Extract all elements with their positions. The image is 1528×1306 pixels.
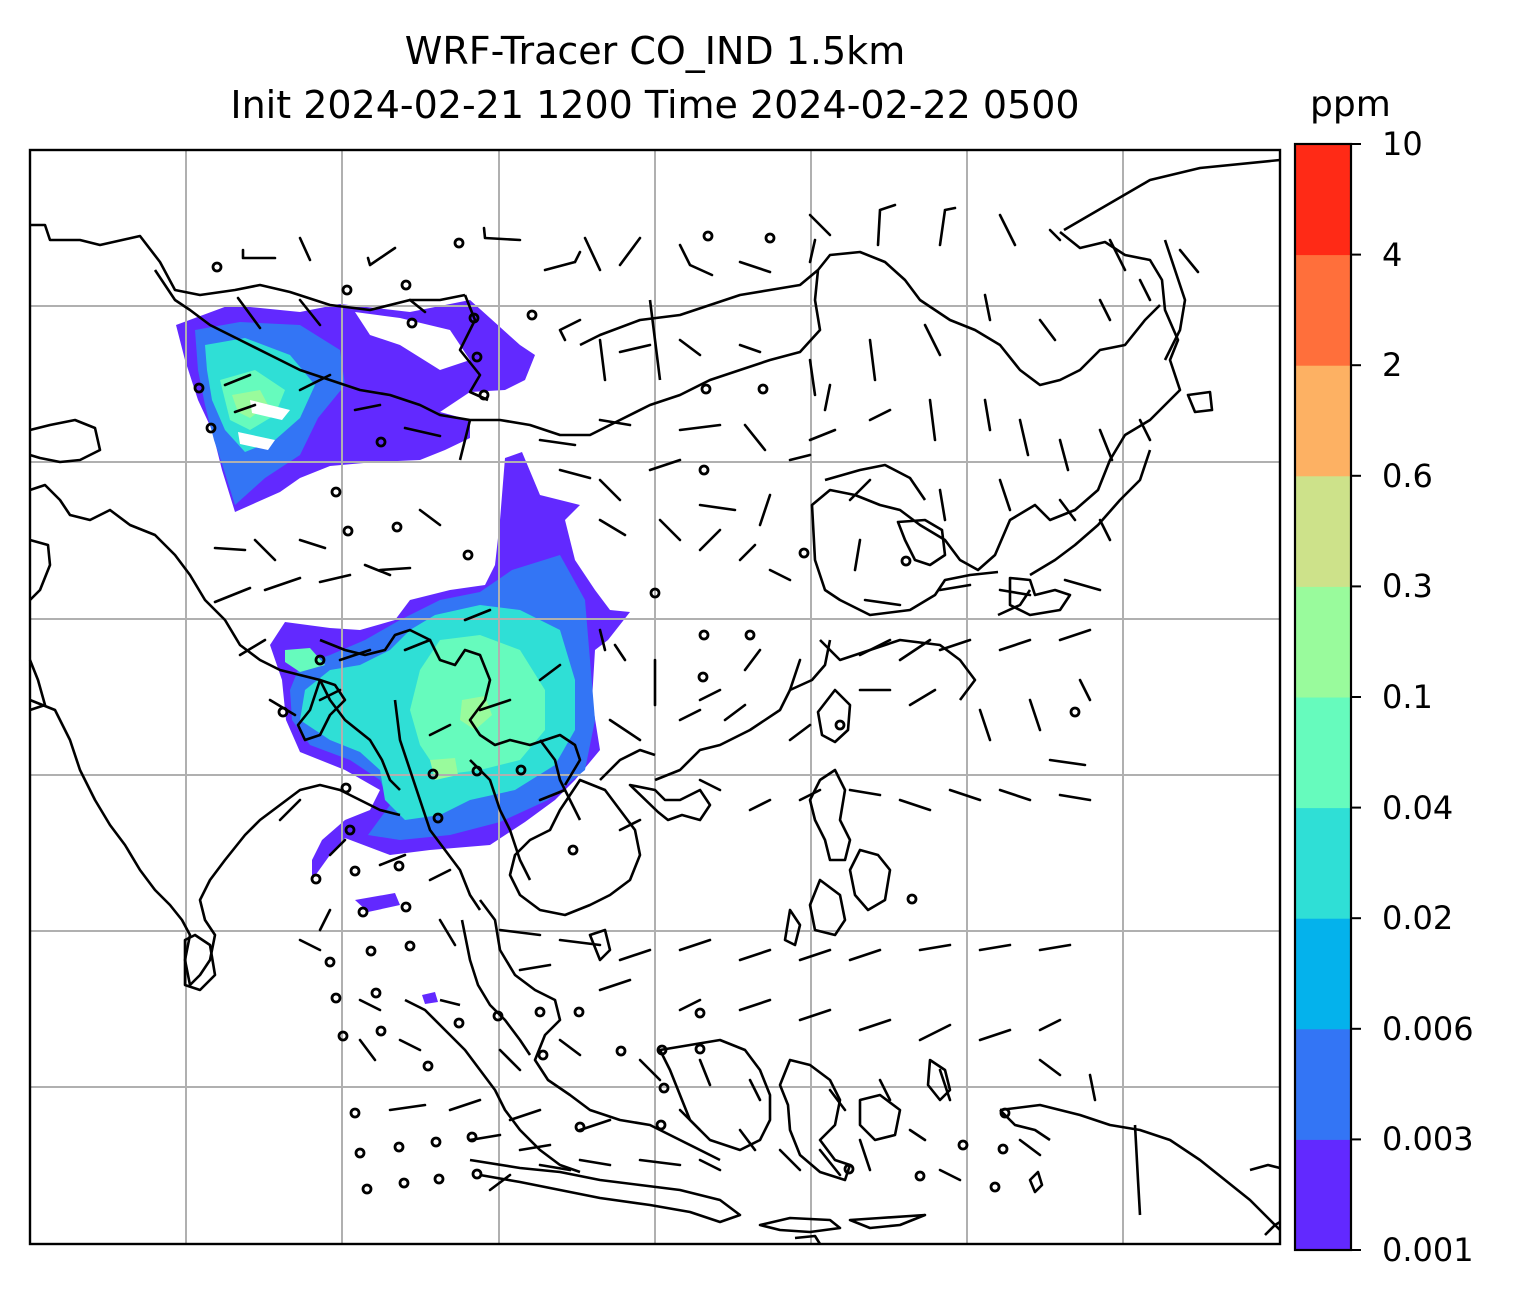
colorbar-swatches bbox=[1295, 144, 1351, 1251]
plot-title-line-2: Init 2024-02-21 1200 Time 2024-02-22 050… bbox=[230, 83, 1080, 127]
colorbar-tick-label: 0.6 bbox=[1382, 456, 1433, 495]
tracer-plume-north bbox=[176, 300, 535, 512]
colorbar-tick-label: 0.1 bbox=[1382, 678, 1433, 716]
colorbar-tick-label: 10 bbox=[1382, 125, 1423, 163]
coastlines bbox=[28, 158, 1281, 1245]
tracer-plume-layer bbox=[176, 300, 630, 1004]
wind-barbs bbox=[213, 203, 1200, 1192]
colorbar-swatch-0 bbox=[1295, 1139, 1351, 1251]
colorbar-tick-label: 4 bbox=[1382, 235, 1403, 274]
colorbar-swatch-3 bbox=[1295, 807, 1351, 919]
colorbar-tick-label: 0.02 bbox=[1382, 899, 1454, 938]
colorbar-tick-label: 2 bbox=[1382, 346, 1403, 385]
colorbar-swatch-1 bbox=[1295, 1028, 1351, 1140]
colorbar bbox=[1293, 142, 1361, 1252]
colorbar-unit-label: ppm bbox=[1310, 84, 1391, 125]
colorbar-swatch-9 bbox=[1295, 144, 1351, 256]
colorbar-swatch-5 bbox=[1295, 586, 1351, 698]
map-frame bbox=[28, 148, 1282, 1246]
colorbar-tick-label: 0.001 bbox=[1382, 1231, 1474, 1269]
colorbar-tick-marks bbox=[1351, 143, 1361, 1251]
plot-title-line-1: WRF-Tracer CO_IND 1.5km bbox=[404, 29, 906, 73]
colorbar-tick-label: 0.003 bbox=[1382, 1120, 1474, 1159]
colorbar-swatch-6 bbox=[1295, 475, 1351, 587]
colorbar-swatch-7 bbox=[1295, 365, 1351, 477]
colorbar-swatch-8 bbox=[1295, 254, 1351, 366]
colorbar-swatch-2 bbox=[1295, 918, 1351, 1030]
colorbar-tick-label: 0.006 bbox=[1382, 1009, 1474, 1048]
calm-wind-markers bbox=[193, 230, 1081, 1195]
colorbar-tick-label: 0.04 bbox=[1382, 788, 1454, 827]
country-borders bbox=[153, 250, 1161, 1216]
colorbar-tick-label: 0.3 bbox=[1382, 567, 1433, 606]
tracer-plume-south bbox=[270, 452, 630, 1004]
colorbar-swatch-4 bbox=[1295, 697, 1351, 809]
